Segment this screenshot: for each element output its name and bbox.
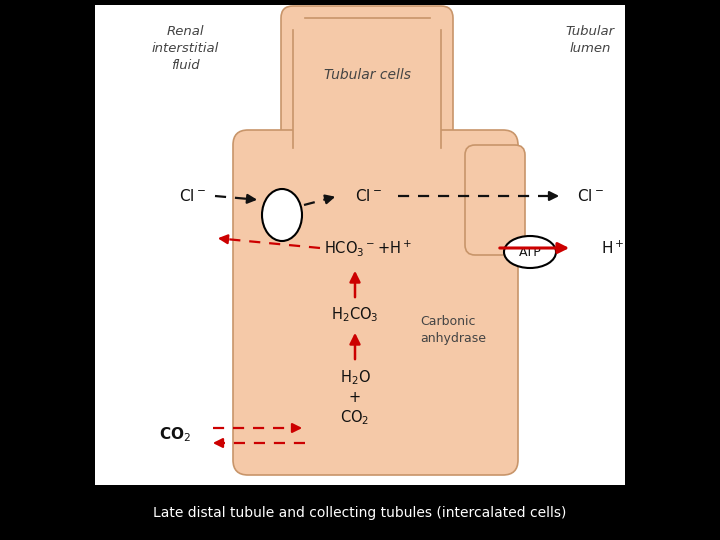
- Ellipse shape: [504, 236, 556, 268]
- Text: Cl$^-$: Cl$^-$: [179, 188, 205, 204]
- Bar: [475, 163, 490, 238]
- Text: Renal
interstitial
fluid: Renal interstitial fluid: [151, 25, 219, 72]
- FancyBboxPatch shape: [465, 145, 525, 255]
- Text: Tubular cells: Tubular cells: [323, 68, 410, 82]
- FancyBboxPatch shape: [233, 130, 518, 475]
- Bar: [95, 5, 625, 485]
- Text: +: +: [349, 390, 361, 406]
- Text: ATP: ATP: [518, 246, 541, 259]
- Text: Carbonic
anhydrase: Carbonic anhydrase: [420, 315, 486, 345]
- Text: CO$_2$: CO$_2$: [159, 426, 191, 444]
- Bar: [293, 118, 441, 160]
- FancyBboxPatch shape: [281, 6, 453, 150]
- Text: H$^+$: H$^+$: [601, 239, 625, 256]
- Text: Cl$^-$: Cl$^-$: [577, 188, 603, 204]
- Text: H$_2$CO$_3$: H$_2$CO$_3$: [331, 306, 379, 325]
- Text: CO$_2$: CO$_2$: [341, 409, 369, 427]
- Text: HCO$_3$$^-$+H$^+$: HCO$_3$$^-$+H$^+$: [324, 238, 412, 258]
- Text: Cl$^-$: Cl$^-$: [354, 188, 382, 204]
- Text: Late distal tubule and collecting tubules (intercalated cells): Late distal tubule and collecting tubule…: [153, 506, 567, 520]
- Ellipse shape: [262, 189, 302, 241]
- Text: H$_2$O: H$_2$O: [340, 369, 370, 387]
- Text: Tubular
lumen: Tubular lumen: [565, 25, 615, 55]
